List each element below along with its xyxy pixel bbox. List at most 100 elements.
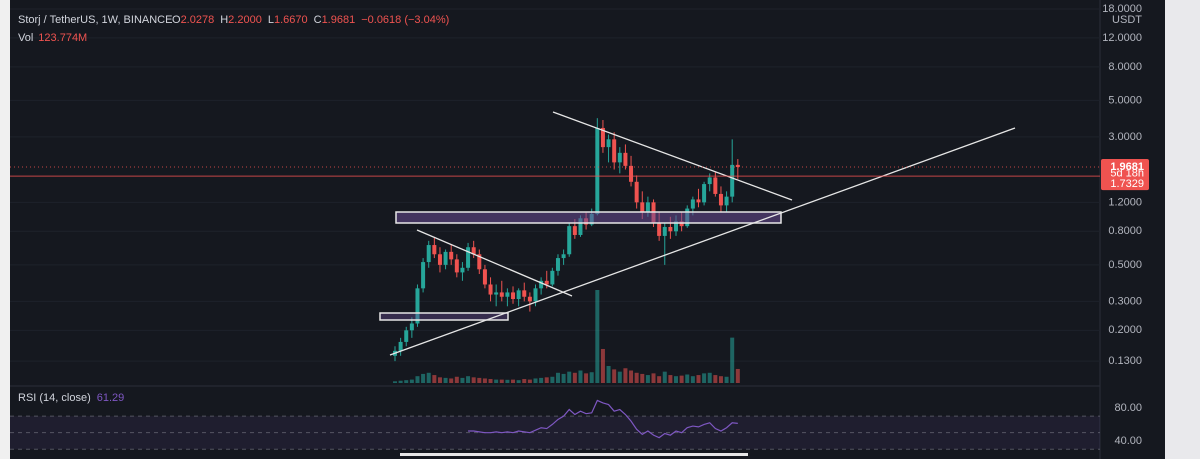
candle-body <box>640 202 645 212</box>
volume-bar <box>606 365 611 383</box>
candle-body <box>572 226 577 235</box>
volume-bar <box>539 377 544 383</box>
y-tick-label: 8.0000 <box>1108 61 1142 73</box>
scrollbar[interactable] <box>400 453 748 456</box>
volume-bar <box>454 376 459 383</box>
candle-body <box>449 251 454 260</box>
candle-body <box>724 196 729 206</box>
candle-body <box>718 193 723 206</box>
price-label-box <box>1101 159 1149 191</box>
candle-body <box>404 330 409 342</box>
right-margin <box>1165 0 1200 459</box>
countdown: 5d 18h <box>1110 167 1144 179</box>
candle-body <box>595 127 600 214</box>
rsi-tick-label: 40.00 <box>1114 435 1142 447</box>
volume-bar <box>662 371 667 383</box>
volume-bar <box>589 372 594 383</box>
trend-line <box>416 229 573 297</box>
volume-bar <box>393 381 397 383</box>
ohlc-value: 1.6670 <box>274 14 308 26</box>
candle-body <box>657 222 662 236</box>
trend-line <box>389 127 1016 356</box>
rsi-value: 61.29 <box>97 392 125 404</box>
candle-body <box>702 184 707 203</box>
volume-bar <box>674 376 678 383</box>
y-tick-label: 1.2000 <box>1108 196 1142 208</box>
volume-bar <box>505 379 510 383</box>
candle-body <box>443 251 448 265</box>
candle-body <box>674 221 678 232</box>
candle-body <box>505 292 510 297</box>
rsi-header: RSI (14, close) 61.29 <box>18 392 124 404</box>
candle-body <box>578 218 583 235</box>
volume-bar <box>449 378 454 383</box>
volume-bar <box>533 378 538 383</box>
candle-body <box>527 296 532 302</box>
candle-body <box>707 177 712 185</box>
volume-bar <box>634 372 639 383</box>
candle-body <box>550 270 555 285</box>
candle-body <box>432 245 437 255</box>
candle-body <box>544 280 549 285</box>
ohlc-key: O <box>172 14 181 26</box>
volume-bar <box>713 375 718 383</box>
y-tick-label: 5.0000 <box>1108 94 1142 106</box>
y-tick-label: 0.2000 <box>1108 324 1142 336</box>
candle-body <box>522 290 527 297</box>
candle-body <box>488 284 493 295</box>
volume-bar <box>735 368 740 383</box>
volume-bar <box>527 379 532 383</box>
volume-bar <box>550 376 555 383</box>
candle-body <box>409 323 414 331</box>
candle-body <box>421 262 426 289</box>
volume-bar <box>494 379 499 383</box>
volume-bar <box>398 380 403 383</box>
candle-body <box>477 254 482 270</box>
y-tick-label: 12.0000 <box>1102 32 1142 44</box>
y-tick-label: 3.0000 <box>1108 131 1142 143</box>
candle-body <box>415 288 420 324</box>
volume-bar <box>499 379 504 383</box>
volume-bar <box>460 377 465 383</box>
volume-bar <box>522 379 527 383</box>
volume-title: Vol <box>18 32 33 44</box>
volume-bar <box>718 376 723 383</box>
volume-value: 123.774M <box>38 32 87 44</box>
volume-bar <box>437 377 442 383</box>
ohlc-value: 2.2000 <box>228 14 262 26</box>
volume-bar <box>511 379 516 383</box>
candle-body <box>612 139 617 163</box>
candle-body <box>533 288 538 302</box>
volume-bar <box>617 371 622 383</box>
volume-bar <box>409 379 414 383</box>
volume-bar <box>432 375 437 383</box>
volume-bar <box>477 377 482 383</box>
volume-bar <box>640 373 645 383</box>
candle-body <box>696 199 701 203</box>
ohlc-value: 2.0278 <box>181 14 215 26</box>
volume-bar <box>629 370 634 383</box>
volume-bar <box>584 373 589 383</box>
trend-line <box>552 111 793 201</box>
candle-body <box>634 181 639 203</box>
zone-rectangle <box>379 312 509 321</box>
change: −0.0618 (−3.04%) <box>361 14 449 26</box>
legend-header: Storj / TetherUS, 1W, BINANCE <box>18 14 172 26</box>
candle-body <box>606 139 611 148</box>
candle-body <box>730 164 735 197</box>
price-line-label: 1.7329 <box>1110 178 1144 190</box>
volume-bar <box>488 379 493 383</box>
y-tick-label: 0.8000 <box>1108 225 1142 237</box>
candle-body <box>466 247 471 268</box>
rsi-line <box>468 399 738 439</box>
candle-body <box>471 247 476 255</box>
candle-body <box>555 258 560 271</box>
volume-bar <box>426 372 431 383</box>
symbol: Storj / TetherUS, 1W, BINANCE <box>18 14 172 26</box>
candle-body <box>662 226 667 236</box>
volume-bar <box>651 373 656 383</box>
candle-body <box>567 226 572 255</box>
volume-bar <box>724 376 729 383</box>
volume-bar <box>730 337 735 383</box>
